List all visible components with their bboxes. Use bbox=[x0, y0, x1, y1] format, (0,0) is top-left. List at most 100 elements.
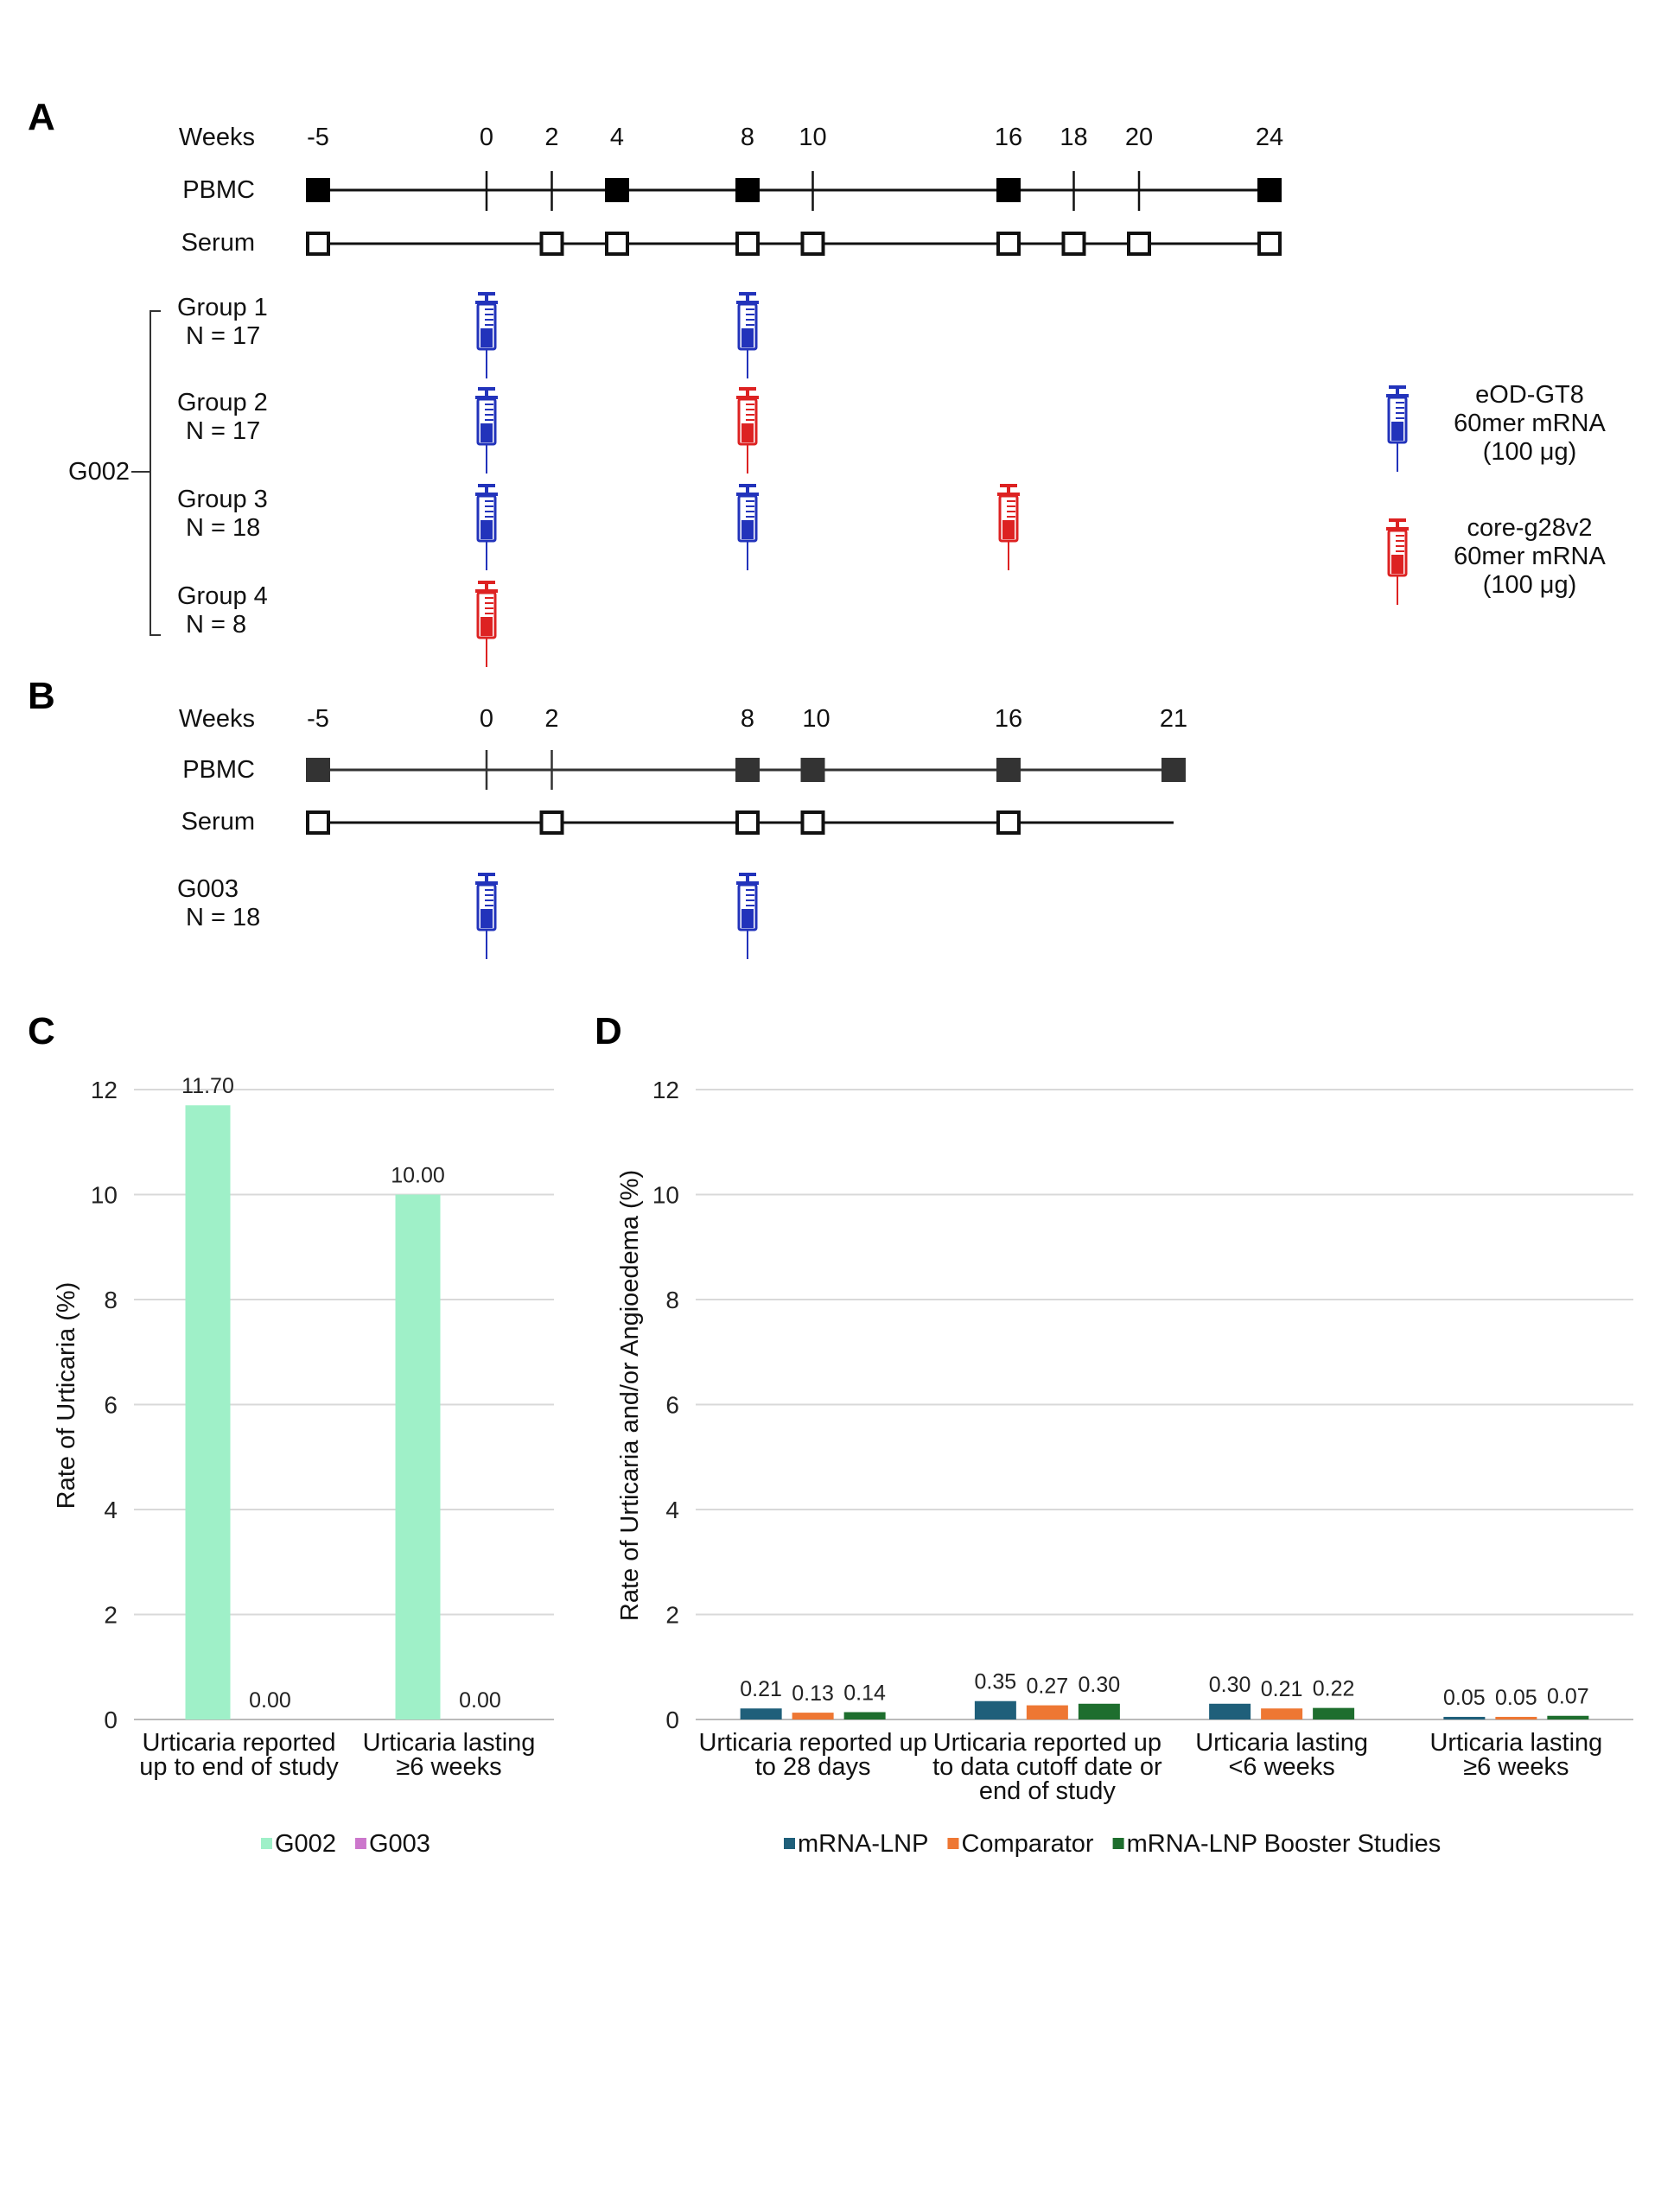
data-label: 0.05 bbox=[1443, 1686, 1486, 1710]
panel-letter-a: A bbox=[28, 96, 55, 138]
legend-label-line: (100 μg) bbox=[1483, 438, 1577, 466]
category-label: <6 weeks bbox=[1228, 1753, 1334, 1781]
data-label: 11.70 bbox=[181, 1074, 234, 1098]
y-tick-label: 10 bbox=[652, 1182, 679, 1209]
legend-swatch bbox=[354, 1838, 366, 1849]
panel-letter-d: D bbox=[595, 1010, 622, 1052]
y-tick-label: 4 bbox=[104, 1497, 118, 1523]
syringe-icon bbox=[997, 484, 1020, 570]
syringe-icon bbox=[736, 873, 759, 959]
category-label: end of study bbox=[979, 1777, 1116, 1805]
week-tick-label: -5 bbox=[307, 124, 329, 151]
legend-entry: mRNA-LNP Booster Studies bbox=[1112, 1830, 1441, 1858]
syringe-icon bbox=[475, 873, 498, 959]
study-label-g003: G003 bbox=[177, 875, 239, 903]
y-tick-label: 6 bbox=[665, 1392, 679, 1419]
syringe-icon bbox=[736, 292, 759, 378]
y-tick-label: 2 bbox=[104, 1602, 118, 1629]
study-label-g002: G002 bbox=[68, 458, 130, 486]
group-n: N = 8 bbox=[186, 611, 246, 639]
category-label: Urticaria reported up bbox=[933, 1729, 1161, 1757]
week-tick-label: -5 bbox=[307, 705, 329, 733]
data-label: 0.30 bbox=[1209, 1673, 1251, 1697]
legend-entry: mRNA-LNP bbox=[784, 1830, 928, 1858]
bar bbox=[974, 1700, 1016, 1719]
syringe-icon bbox=[1386, 518, 1409, 605]
chart-c-y-tick-labels: 0 2 4 6 8 10 12 bbox=[91, 1077, 118, 1733]
data-label: 0.13 bbox=[792, 1681, 834, 1706]
legend-label-line: 60mer mRNA bbox=[1454, 410, 1606, 437]
serum-sample-markers-b bbox=[306, 810, 1021, 835]
week-tick-label: 2 bbox=[544, 124, 558, 151]
serum-sample-marker bbox=[800, 232, 825, 256]
legend-label-line: eOD-GT8 bbox=[1475, 381, 1584, 409]
bar bbox=[185, 1105, 231, 1719]
weeks-label: Weeks bbox=[179, 124, 255, 151]
week-tick-label: 0 bbox=[480, 705, 493, 733]
data-label: 0.30 bbox=[1079, 1673, 1121, 1697]
data-label: 0.14 bbox=[843, 1681, 886, 1705]
bar bbox=[1261, 1708, 1303, 1719]
week-tick-label: 18 bbox=[1060, 124, 1087, 151]
group-name: Group 3 bbox=[177, 486, 268, 513]
syringe-icon bbox=[475, 387, 498, 474]
category-label: to 28 days bbox=[755, 1753, 871, 1781]
chart-c-y-axis-label: Rate of Urticaria (%) bbox=[53, 1282, 80, 1510]
bar bbox=[395, 1194, 441, 1719]
pbmc-label-b: PBMC bbox=[182, 756, 255, 784]
week-tick-labels-b: -5 0 2 8 10 16 21 bbox=[307, 705, 1187, 733]
week-tick-label: 8 bbox=[741, 124, 754, 151]
bar bbox=[1443, 1716, 1486, 1719]
legend-label-line: 60mer mRNA bbox=[1454, 543, 1606, 570]
serum-sample-markers bbox=[306, 232, 1282, 256]
g003-doses bbox=[475, 873, 759, 959]
data-label: 0.21 bbox=[740, 1677, 782, 1701]
category-label: ≥6 weeks bbox=[1463, 1753, 1569, 1781]
pbmc-sample-marker bbox=[996, 178, 1021, 202]
group-n: N = 18 bbox=[186, 514, 260, 542]
chart-d-bars bbox=[740, 1700, 1589, 1719]
data-label: 0.00 bbox=[249, 1688, 291, 1713]
bar bbox=[843, 1712, 886, 1719]
week-tick-label: 20 bbox=[1125, 124, 1153, 151]
panel-letter-c: C bbox=[28, 1010, 55, 1052]
legend-label: mRNA-LNP Booster Studies bbox=[1127, 1830, 1441, 1858]
syringe-icon bbox=[475, 292, 498, 378]
category-label: ≥6 weeks bbox=[396, 1753, 501, 1781]
weeks-label-b: Weeks bbox=[179, 705, 255, 733]
week-tick-label: 10 bbox=[799, 124, 826, 151]
pbmc-sample-marker bbox=[1161, 758, 1186, 782]
category-label: to data cutoff date or bbox=[932, 1753, 1162, 1781]
syringe-icon bbox=[475, 484, 498, 570]
group-n: N = 17 bbox=[186, 417, 260, 445]
y-tick-label: 8 bbox=[104, 1287, 118, 1313]
y-tick-label: 0 bbox=[665, 1707, 679, 1733]
serum-sample-marker bbox=[1127, 232, 1151, 256]
legend-entry: Comparator bbox=[947, 1830, 1094, 1858]
pbmc-sample-marker bbox=[306, 758, 330, 782]
chart-d-y-tick-labels: 0 2 4 6 8 10 12 bbox=[652, 1077, 679, 1733]
pbmc-sample-marker bbox=[800, 758, 825, 782]
group-name: Group 1 bbox=[177, 294, 268, 321]
data-label: 10.00 bbox=[391, 1164, 445, 1188]
serum-sample-marker bbox=[306, 232, 330, 256]
data-label: 0.00 bbox=[459, 1688, 501, 1713]
serum-label-b: Serum bbox=[181, 808, 255, 836]
pbmc-sample-marker bbox=[306, 178, 330, 202]
serum-sample-marker bbox=[800, 810, 825, 835]
y-tick-label: 6 bbox=[104, 1392, 118, 1419]
legend-entry: G002 bbox=[261, 1830, 336, 1858]
bar bbox=[792, 1713, 834, 1719]
group-bracket bbox=[150, 310, 161, 636]
legend-swatch bbox=[947, 1838, 959, 1849]
data-label: 0.27 bbox=[1027, 1675, 1069, 1699]
chart-d-data-labels: 0.21 0.13 0.14 0.35 0.27 0.30 0.30 0.21 0.22 0.05… bbox=[740, 1670, 1588, 1710]
pbmc-sample-markers-b bbox=[306, 750, 1186, 790]
week-tick-label: 10 bbox=[802, 705, 830, 733]
week-tick-label: 16 bbox=[995, 124, 1022, 151]
y-tick-label: 10 bbox=[91, 1182, 118, 1209]
